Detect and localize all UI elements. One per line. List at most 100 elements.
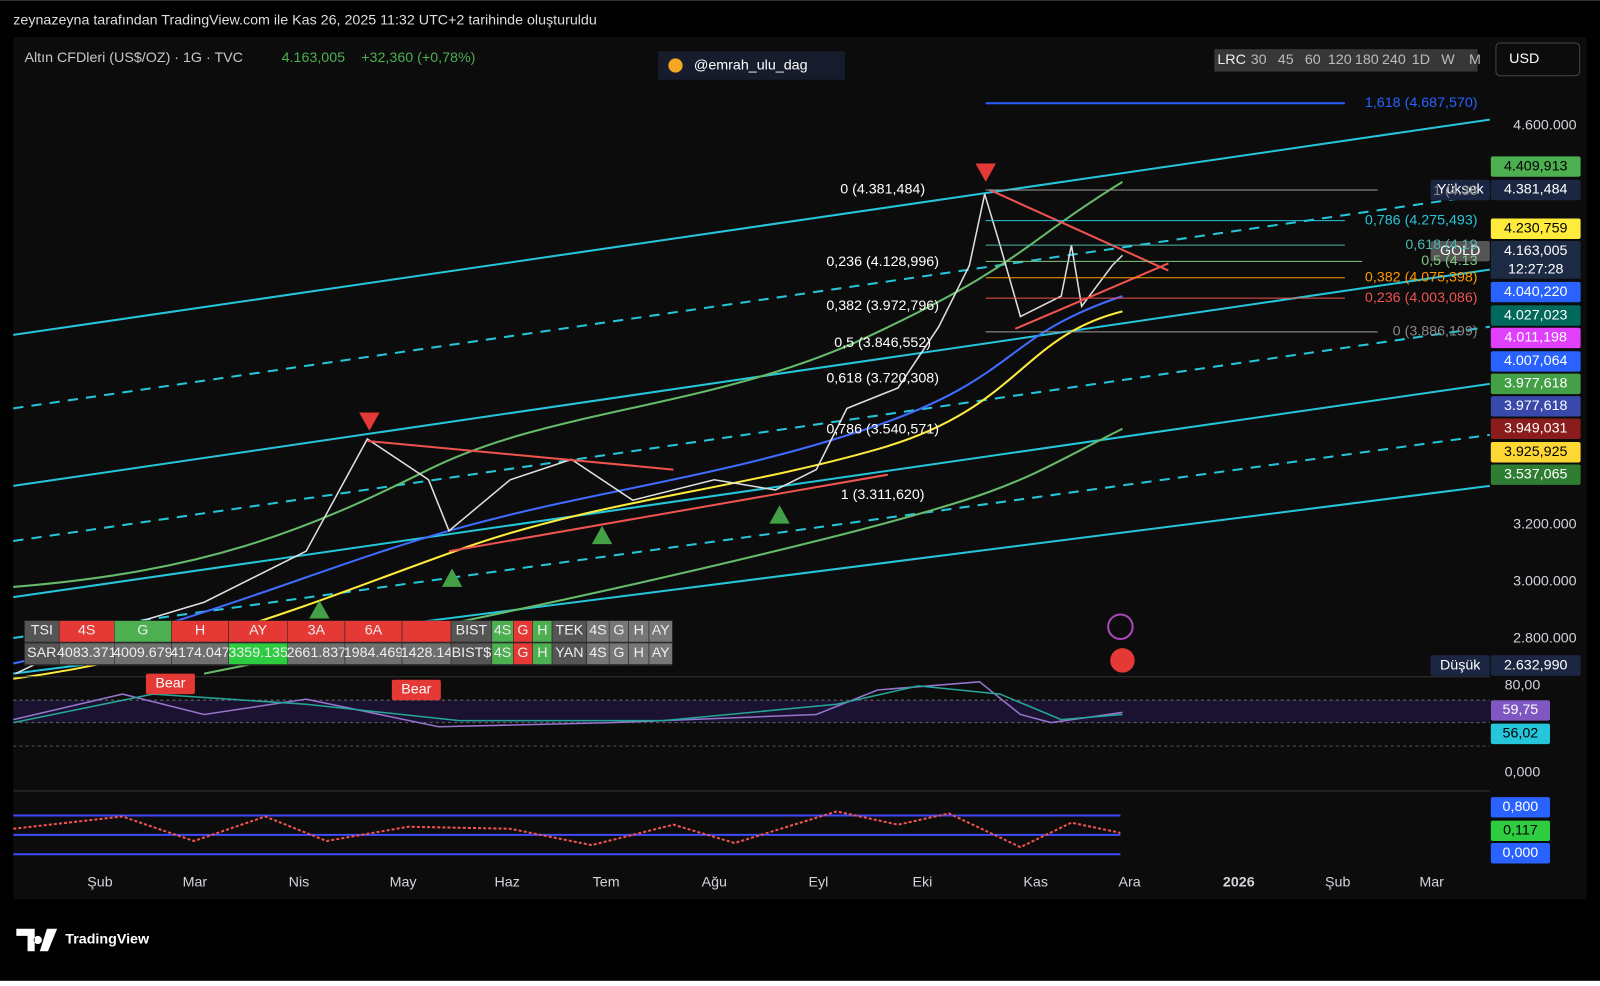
timeframe-button: 180 — [1355, 52, 1379, 68]
fib-level: 0 (4.381,484) — [840, 182, 925, 198]
signal-label-bg — [391, 679, 441, 701]
price-badge-bg — [1490, 373, 1581, 395]
price-badge-bg — [1490, 241, 1581, 262]
table-cell-text: 6A — [365, 623, 383, 639]
price-badge-bg — [1490, 281, 1581, 303]
time-axis-label: Haz — [494, 875, 519, 891]
table-cell-text: H — [537, 623, 547, 639]
table-cell-text: AY — [652, 645, 670, 661]
fib-level: 0,236 (4.003,086) — [1365, 290, 1478, 306]
price-badge: 2.632,990 — [1504, 657, 1568, 673]
table-cell-text: AY — [652, 623, 670, 639]
time-axis-label: Şub — [87, 875, 112, 891]
fib-level: 0,786 (4.275,493) — [1365, 212, 1478, 228]
price-badge-bg — [1490, 218, 1581, 239]
table-cell-text: 3A — [308, 623, 326, 639]
table-cell-text: AY — [249, 623, 267, 639]
signal-label: Bear — [155, 676, 185, 692]
oscillator-badge-bg — [1490, 843, 1550, 864]
price-badge-bg — [1490, 179, 1581, 201]
table-cell-text: H — [537, 645, 547, 661]
table-cell-text: BIST — [456, 623, 488, 639]
price-badge: 3.977,618 — [1504, 376, 1568, 392]
countdown: 12:27:28 — [1508, 261, 1564, 277]
price-axis-label: 3.000.000 — [1513, 574, 1577, 590]
table-cell-text: 4S — [589, 623, 606, 639]
fib-level: 1 (4.38 — [1433, 183, 1477, 199]
table-cell-text: G — [517, 645, 528, 661]
price-badge: 4.007,064 — [1504, 353, 1568, 369]
price-badge-bg — [1490, 351, 1581, 372]
labels: zeynazeyna tarafından TradingView.com il… — [13, 12, 1581, 952]
timeframe-button: LRC — [1217, 52, 1246, 68]
time-axis-label: 2026 — [1223, 875, 1255, 891]
price-badge-bg — [1490, 464, 1581, 485]
time-axis-label: Şub — [1325, 875, 1350, 891]
rsi-badge: 56,02 — [1503, 726, 1539, 742]
time-axis-label: Kas — [1023, 875, 1048, 891]
table-cell-text: 1984.469 — [344, 645, 404, 661]
price-badge: 4.011,198 — [1505, 330, 1567, 346]
oscillator-badge: 0,800 — [1503, 799, 1539, 815]
time-axis-label: Ağu — [702, 875, 727, 891]
table-cell-text: H — [634, 623, 644, 639]
timeframe-button: 30 — [1251, 52, 1267, 68]
fib-level: 0 (3.886,199) — [1393, 324, 1478, 340]
price-badge: 4.027,023 — [1504, 307, 1568, 323]
price-badge-tag-bg — [1430, 241, 1490, 262]
oscillator-badge-bg — [1490, 797, 1550, 818]
watermark: @emrah_ulu_dag — [694, 57, 808, 73]
table-cell — [401, 620, 452, 643]
decorations — [13, 42, 1581, 856]
rsi-axis-label: 80,00 — [1505, 678, 1541, 694]
timeframe-button: 120 — [1328, 52, 1352, 68]
fib-level: 0,5 (3.846,552) — [834, 335, 931, 351]
fib-level: 0,5 (4.13 — [1421, 253, 1477, 269]
table-cell-text: TSI — [31, 623, 53, 639]
table-cell-text: G — [517, 623, 528, 639]
currency: USD — [1509, 51, 1539, 67]
table-cell-text: 4S — [494, 623, 511, 639]
time-axis-label: Mar — [1419, 875, 1444, 891]
price-badge: 4.381,484 — [1504, 182, 1568, 198]
symbol-price: 4.163,005 — [282, 50, 346, 66]
table-cell-text: 1428.14 — [401, 645, 453, 661]
price-badge-bg — [1490, 442, 1581, 463]
fib-level: 1,618 (4.687,570) — [1365, 95, 1478, 111]
rsi-axis-label: 0,000 — [1505, 764, 1541, 780]
price-badge-bg — [1490, 305, 1581, 326]
rsi-badge-bg — [1490, 700, 1550, 721]
fib-level: 0,786 (3.540,571) — [826, 422, 939, 438]
price-badge-tag-bg — [1430, 179, 1490, 201]
table-cell-text: G — [137, 623, 148, 639]
fib-level: 0,618 (3.720,308) — [826, 371, 939, 387]
time-axis-label: Eki — [913, 875, 933, 891]
timeframe-button: 240 — [1382, 52, 1406, 68]
fib-level: 1 (3.311,620) — [841, 487, 925, 503]
timeframe-button: M — [1469, 52, 1481, 68]
price-badge-bg — [1490, 655, 1581, 676]
table-cell-text: H — [634, 645, 644, 661]
timeframe-button: 45 — [1278, 52, 1294, 68]
time-axis-label: Eyl — [808, 875, 828, 891]
price-badge: 4.230,759 — [1504, 221, 1568, 237]
table-cell-text: 4083.371 — [57, 645, 117, 661]
time-axis-label: Nis — [289, 875, 310, 891]
price-badge-bg — [1490, 156, 1581, 177]
price-axis-label: 2.800.000 — [1513, 631, 1577, 647]
timeframe-button: 60 — [1305, 52, 1321, 68]
time-axis-label: May — [390, 875, 418, 891]
price-badge-bg — [1490, 327, 1581, 349]
fib-level: 0,618 (4.19 — [1405, 237, 1477, 253]
time-axis-label: Tem — [593, 875, 620, 891]
oscillator-badge: 0,117 — [1503, 823, 1538, 839]
timeframe-button: 1D — [1412, 52, 1430, 68]
table-cell-text: 4S — [78, 623, 95, 639]
oscillator-badge: 0,000 — [1503, 845, 1539, 861]
symbol-name: Altın CFDleri (US$/OZ) · 1G · TVC — [24, 50, 243, 66]
watermark-icon — [668, 58, 683, 73]
price-badge: 3.537,065 — [1504, 466, 1568, 482]
price-badge-tag-bg — [1430, 655, 1490, 676]
table-cell — [648, 642, 673, 665]
price-badge: 3.925,925 — [1504, 444, 1568, 460]
